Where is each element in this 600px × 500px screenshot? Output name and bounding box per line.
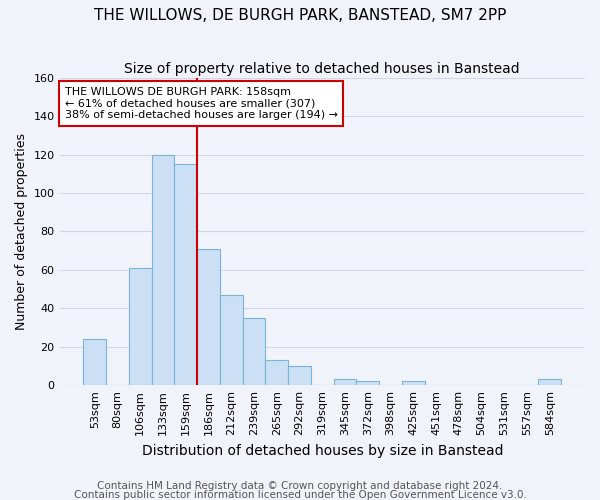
Bar [197,248,220,385]
X-axis label: Distribution of detached houses by size in Banstead: Distribution of detached houses by size … [142,444,503,458]
Bar [152,154,175,385]
Text: Contains public sector information licensed under the Open Government Licence v3: Contains public sector information licen… [74,490,526,500]
Bar [129,268,152,385]
Bar [175,164,197,385]
Text: THE WILLOWS DE BURGH PARK: 158sqm
← 61% of detached houses are smaller (307)
38%: THE WILLOWS DE BURGH PARK: 158sqm ← 61% … [65,87,338,120]
Title: Size of property relative to detached houses in Banstead: Size of property relative to detached ho… [124,62,520,76]
Bar [356,382,379,385]
Bar [83,339,106,385]
Y-axis label: Number of detached properties: Number of detached properties [15,133,28,330]
Bar [220,295,242,385]
Text: THE WILLOWS, DE BURGH PARK, BANSTEAD, SM7 2PP: THE WILLOWS, DE BURGH PARK, BANSTEAD, SM… [94,8,506,22]
Bar [288,366,311,385]
Bar [265,360,288,385]
Text: Contains HM Land Registry data © Crown copyright and database right 2024.: Contains HM Land Registry data © Crown c… [97,481,503,491]
Bar [402,382,425,385]
Bar [242,318,265,385]
Bar [538,380,561,385]
Bar [334,380,356,385]
